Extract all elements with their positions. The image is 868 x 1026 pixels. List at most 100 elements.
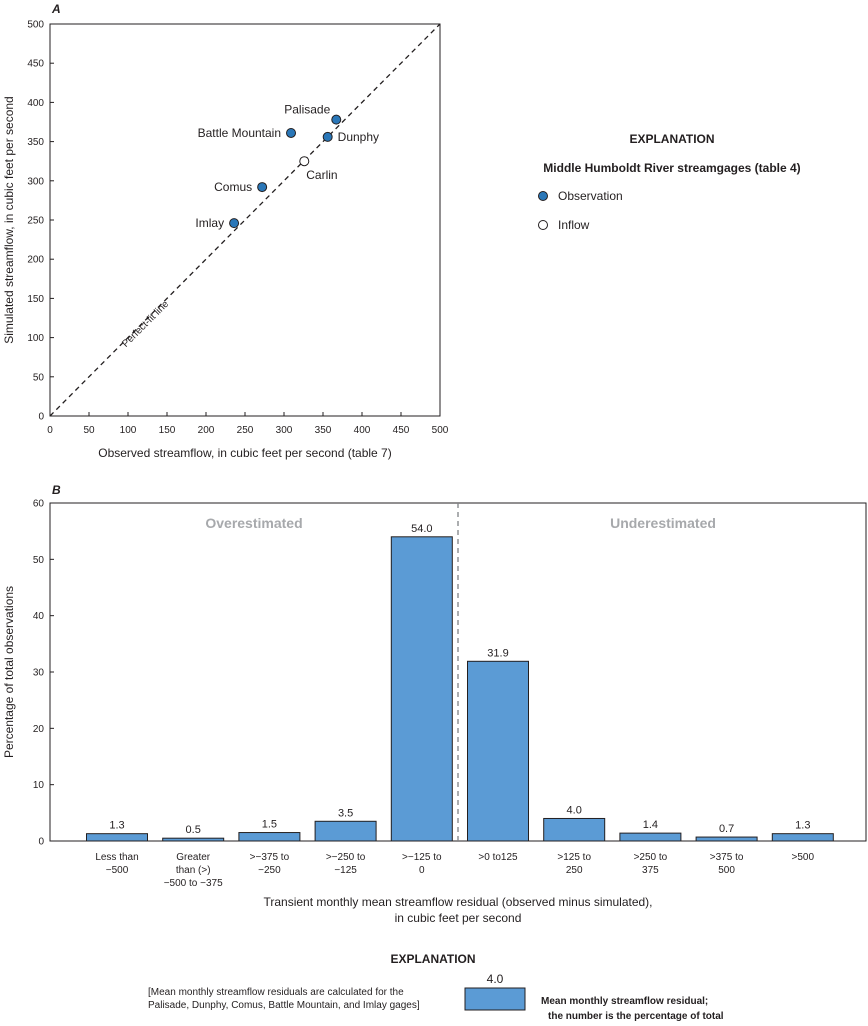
category-label: >125 to <box>557 852 591 863</box>
legend-b-item-line2: the number is the percentage of total <box>548 1011 724 1022</box>
bar-value-label: 4.0 <box>567 804 582 816</box>
x-axis-label-a: Observed streamflow, in cubic feet per s… <box>98 446 391 460</box>
category-label: −125 <box>334 865 357 876</box>
category-label: 500 <box>718 865 735 876</box>
category-label: −250 <box>258 865 281 876</box>
y-tick-label: 200 <box>27 255 44 266</box>
x-axis-label-b-line1: Transient monthly mean streamflow residu… <box>263 895 652 909</box>
point-dunphy <box>322 131 333 142</box>
category-label: Less than <box>95 852 138 863</box>
category-label: −500 <box>106 865 129 876</box>
legend-a: EXPLANATION Middle Humboldt River stream… <box>538 132 801 232</box>
bar-value-label: 1.4 <box>643 819 658 831</box>
x-tick-label: 100 <box>120 425 137 436</box>
category-label: 0 <box>419 865 425 876</box>
point-battle-mountain <box>286 127 297 138</box>
y-axis-label-a: Simulated streamflow, in cubic feet per … <box>2 96 16 343</box>
perfect-fit-line <box>49 23 441 417</box>
bar-value-label: 1.5 <box>262 819 277 831</box>
bar-panel-b: B Overestimated Underestimated 0 10 20 30 40… <box>2 483 867 925</box>
x-tick-label: 200 <box>198 425 215 436</box>
bar-9 <box>771 833 834 842</box>
bars: 1.3 0.5 1.5 3.5 54.0 31.9 4.0 1.4 0.7 1.3 <box>86 523 834 842</box>
bar-0 <box>86 833 148 842</box>
legend-b-note-line2: Palisade, Dunphy, Comus, Battle Mountain… <box>148 1000 420 1011</box>
bar-4 <box>390 536 453 842</box>
y-tick-label: 450 <box>27 59 44 70</box>
legend-a-subtitle: Middle Humboldt River streamgages (table… <box>543 161 800 175</box>
category-label: >0 to125 <box>478 852 518 863</box>
category-label: −500 to −375 <box>164 878 223 889</box>
y-tick-label: 300 <box>27 176 44 187</box>
category-label: 375 <box>642 865 659 876</box>
y-tick-label: 150 <box>27 294 44 305</box>
bar-value-label: 31.9 <box>487 647 508 659</box>
x-tick-label: 450 <box>393 425 410 436</box>
category-label: than (>) <box>176 865 211 876</box>
category-labels: Less than −500 Greater than (>) −500 to −375… <box>95 852 814 889</box>
category-label: >500 <box>792 852 815 863</box>
point-label-carlin: Carlin <box>306 168 337 182</box>
bar-5 <box>467 660 529 842</box>
category-label: Greater <box>176 852 211 863</box>
y-tick-label: 50 <box>33 555 45 566</box>
y-tick-label: 60 <box>33 499 45 510</box>
bar-3 <box>314 820 377 842</box>
bar-7 <box>619 832 682 842</box>
y-tick-label: 400 <box>27 98 44 109</box>
bar-value-label: 1.3 <box>109 820 124 832</box>
legend-inflow-marker <box>538 220 548 230</box>
category-label: >250 to <box>634 852 668 863</box>
panel-label-a: A <box>51 2 61 16</box>
bar-6 <box>543 817 606 842</box>
scatter-panel-a: A Perfect-fit line 0 50 100 150 200 250 300 350… <box>2 2 449 460</box>
point-imlay <box>229 218 240 229</box>
bar-value-label: 54.0 <box>411 523 432 535</box>
legend-b: EXPLANATION [Mean monthly streamflow res… <box>148 952 724 1022</box>
x-tick-label: 0 <box>47 425 53 436</box>
y-tick-label: 50 <box>33 372 45 383</box>
y-tick-label: 100 <box>27 333 44 344</box>
bar-value-label: 0.7 <box>719 823 734 835</box>
legend-b-note-line1: [Mean monthly streamflow residuals are c… <box>148 987 404 998</box>
y-tick-label: 250 <box>27 216 44 227</box>
x-tick-label: 250 <box>237 425 254 436</box>
point-palisade <box>331 114 342 125</box>
x-axis-ticks-a: 0 50 100 150 200 250 300 350 400 450 500 <box>47 412 449 436</box>
y-tick-label: 0 <box>38 412 44 423</box>
point-carlin <box>299 156 310 167</box>
underestimated-label: Underestimated <box>610 515 716 531</box>
point-label-battle-mountain: Battle Mountain <box>198 126 281 140</box>
y-tick-label: 350 <box>27 137 44 148</box>
bar-value-label: 1.3 <box>795 820 810 832</box>
y-tick-label: 30 <box>33 668 45 679</box>
x-tick-label: 300 <box>276 425 293 436</box>
legend-observation-label: Observation <box>558 189 623 203</box>
category-label: >375 to <box>710 852 744 863</box>
x-tick-label: 400 <box>354 425 371 436</box>
point-label-palisade: Palisade <box>284 103 330 117</box>
x-tick-label: 50 <box>83 425 95 436</box>
point-label-imlay: Imlay <box>195 216 224 230</box>
category-label: >−375 to <box>250 852 290 863</box>
legend-b-title: EXPLANATION <box>390 952 475 966</box>
x-axis-label-b-line2: in cubic feet per second <box>395 911 522 925</box>
x-tick-label: 500 <box>432 425 449 436</box>
point-label-dunphy: Dunphy <box>338 130 379 144</box>
y-axis-ticks-b: 0 10 20 30 40 50 60 <box>33 499 54 848</box>
legend-a-title: EXPLANATION <box>629 132 714 146</box>
point-comus <box>257 182 268 193</box>
y-tick-label: 40 <box>33 611 45 622</box>
bar-value-label: 0.5 <box>186 824 201 836</box>
perfect-fit-label: Perfect-fit line <box>120 298 171 349</box>
plot-frame-b <box>49 502 867 842</box>
y-tick-label: 20 <box>33 724 45 735</box>
legend-inflow-label: Inflow <box>558 218 590 232</box>
y-tick-label: 0 <box>38 837 44 848</box>
bar-2 <box>238 832 301 842</box>
category-label: 250 <box>566 865 583 876</box>
y-tick-label: 10 <box>33 780 45 791</box>
overestimated-label: Overestimated <box>205 515 302 531</box>
